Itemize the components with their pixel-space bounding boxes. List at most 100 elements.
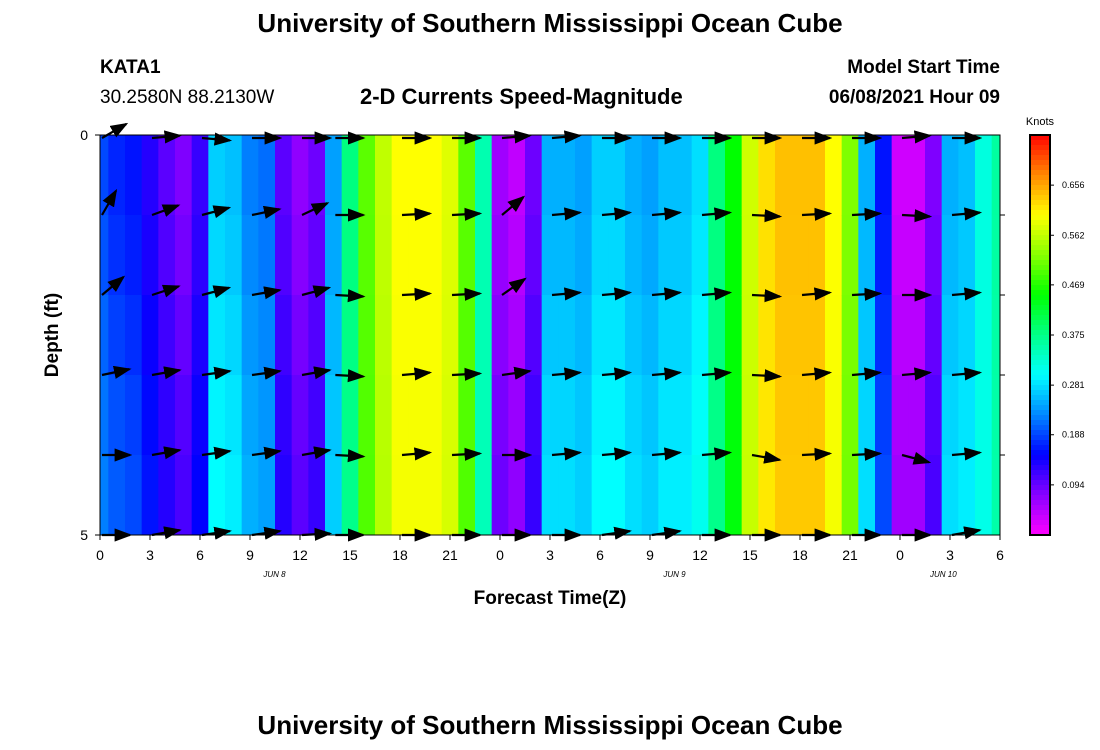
current-vector — [501, 277, 527, 296]
colorbar-segment — [1030, 475, 1050, 481]
colorbar-segment — [1030, 440, 1050, 446]
heatmap-cell — [491, 375, 509, 456]
date-label: JUN 9 — [662, 570, 686, 579]
heatmap-cell — [158, 295, 176, 376]
heatmap-cell — [725, 215, 743, 296]
heatmap-cell — [791, 215, 809, 296]
x-tick-label: 18 — [792, 547, 808, 563]
x-tick-label: 6 — [196, 547, 204, 563]
heatmap-cell — [675, 375, 693, 456]
heatmap-cell — [341, 295, 359, 376]
current-vector — [151, 130, 183, 144]
heatmap-cell — [175, 215, 193, 296]
heatmap-cell — [941, 455, 959, 536]
heatmap-cell — [991, 215, 1001, 296]
heatmap-cell — [675, 295, 693, 376]
colorbar-segment — [1030, 390, 1050, 396]
colorbar-segment — [1030, 495, 1050, 501]
heatmap-cell — [341, 215, 359, 296]
heatmap-cell — [241, 295, 259, 376]
heatmap-cell — [708, 455, 726, 536]
heatmap-cell — [908, 215, 926, 296]
heatmap-cell — [975, 295, 993, 376]
heatmap-cell — [725, 295, 743, 376]
heatmap-cell — [225, 375, 243, 456]
heatmap-cell — [441, 295, 459, 376]
heatmap-cell — [258, 215, 276, 296]
heatmap-cell — [908, 135, 926, 216]
heatmap-cell — [208, 375, 226, 456]
heatmap-cell — [925, 215, 943, 296]
current-vector — [851, 367, 883, 381]
heatmap-cell — [441, 215, 459, 296]
y-tick-label: 5 — [80, 527, 88, 543]
colorbar-segment — [1030, 255, 1050, 261]
heatmap-cell — [241, 455, 259, 536]
heatmap-cell — [775, 295, 793, 376]
colorbar-segment — [1030, 300, 1050, 306]
y-axis-label: Depth (ft) — [42, 293, 63, 377]
heatmap-cell — [141, 455, 159, 536]
heatmap-cell — [891, 135, 909, 216]
colorbar-segment — [1030, 525, 1050, 531]
heatmap-cell — [208, 215, 226, 296]
current-vector — [651, 287, 683, 301]
heatmap-cell — [108, 135, 126, 216]
colorbar-segment — [1030, 510, 1050, 516]
heatmap-cell — [691, 375, 709, 456]
heatmap-cell — [775, 215, 793, 296]
colorbar-segment — [1030, 210, 1050, 216]
heatmap-cell — [325, 295, 343, 376]
heatmap-cell — [925, 455, 943, 536]
heatmap-cell — [441, 135, 459, 216]
colorbar-segment — [1030, 220, 1050, 226]
heatmap-cell — [475, 375, 493, 456]
heatmap-cell — [358, 375, 376, 456]
heatmap-cell — [275, 215, 293, 296]
heatmap-cell — [858, 375, 876, 456]
heatmap-cell — [658, 295, 676, 376]
colorbar-segment — [1030, 135, 1050, 141]
heatmap-cell — [241, 135, 259, 216]
x-axis-label: Forecast Time(Z) — [474, 588, 627, 609]
heatmap-cell — [175, 135, 193, 216]
heatmap-cell — [941, 375, 959, 456]
current-vector — [951, 526, 982, 540]
colorbar-segment — [1030, 265, 1050, 271]
heatmap-cell — [625, 455, 643, 536]
heatmap-cell — [391, 375, 409, 456]
colorbar-tick-label: 0.188 — [1062, 430, 1085, 440]
heatmap-cell — [225, 135, 243, 216]
heatmap-cell — [358, 295, 376, 376]
heatmap-cell — [891, 455, 909, 536]
heatmap-cell — [100, 295, 109, 376]
current-vector — [401, 287, 433, 301]
heatmap-cell — [225, 295, 243, 376]
colorbar-segment — [1030, 455, 1050, 461]
current-vector — [951, 447, 983, 461]
current-vector — [751, 209, 783, 223]
heatmap-cell — [541, 295, 559, 376]
colorbar-segment — [1030, 505, 1050, 511]
heatmap-cell — [191, 135, 209, 216]
current-vector — [751, 450, 782, 464]
colorbar-segment — [1030, 335, 1050, 341]
heatmap-cell — [591, 375, 609, 456]
colorbar-segment — [1030, 330, 1050, 336]
heatmap-cell — [575, 455, 593, 536]
current-vector — [335, 369, 366, 383]
heatmap-cell — [391, 295, 409, 376]
current-vector — [651, 367, 683, 381]
colorbar-tick-label: 0.469 — [1062, 280, 1085, 290]
heatmap-cell — [658, 215, 676, 296]
current-vector — [501, 366, 532, 380]
heatmap-cell — [191, 455, 209, 536]
current-vector — [251, 526, 282, 540]
current-vector — [801, 447, 833, 461]
heatmap-cell — [208, 295, 226, 376]
current-vector — [301, 285, 332, 299]
heatmap-cell — [541, 375, 559, 456]
heatmap-cell — [408, 295, 426, 376]
